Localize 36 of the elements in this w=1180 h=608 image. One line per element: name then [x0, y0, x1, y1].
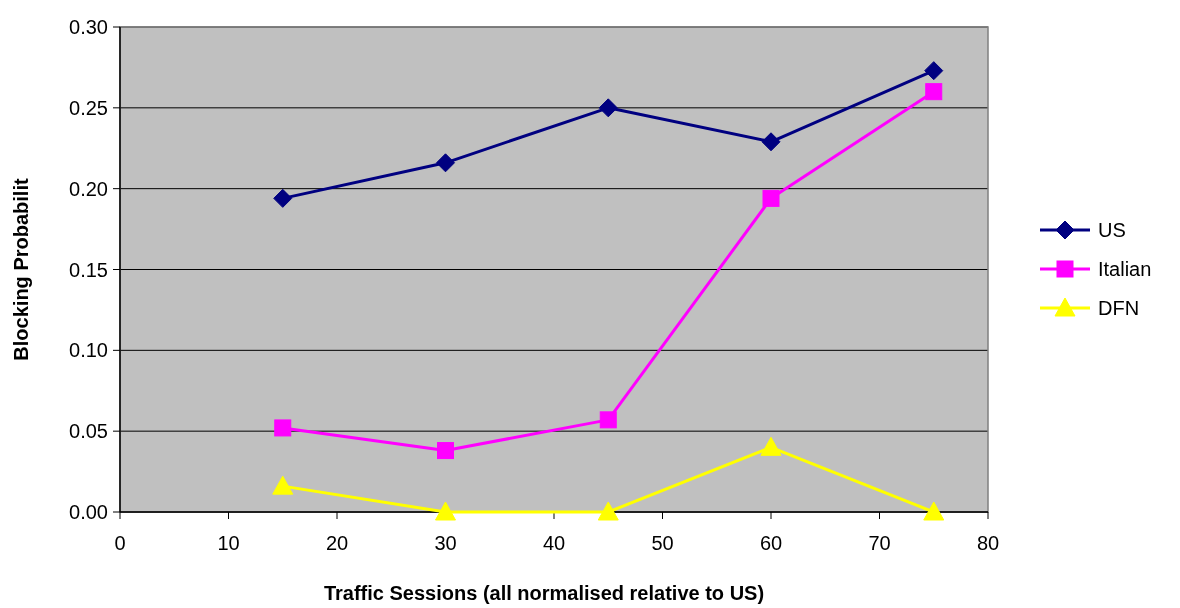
y-tick-label: 0.30 [69, 16, 108, 38]
legend-label: DFN [1098, 297, 1140, 319]
x-tick-label: 40 [542, 532, 566, 554]
point [599, 411, 617, 429]
point [760, 436, 782, 456]
x-tick-label: 80 [976, 532, 1000, 554]
x-tick-label: 20 [325, 532, 349, 554]
point [437, 442, 454, 460]
point [597, 501, 619, 521]
point [924, 61, 944, 81]
point [273, 188, 293, 208]
point [925, 83, 943, 101]
x-tick-label: 50 [651, 532, 674, 554]
x-tick-label: 10 [217, 532, 240, 554]
x-tick-label: 30 [434, 532, 457, 554]
y-tick-label: 0.25 [69, 96, 108, 119]
point [436, 153, 455, 173]
point [274, 419, 292, 437]
point [272, 475, 294, 495]
point [762, 189, 780, 207]
x-tick-label: 0 [114, 532, 126, 554]
y-tick-label: 0.00 [69, 501, 108, 523]
legend-label: Italian [1098, 258, 1152, 280]
y-tick-label: 0.05 [69, 420, 108, 443]
point [923, 501, 945, 521]
x-axis-title: Traffic Sessions (all normalised relative to US) [323, 582, 765, 604]
point [598, 98, 618, 118]
y-tick-label: 0.10 [69, 339, 108, 362]
y-tick-label: 0.15 [69, 258, 108, 281]
legend-label: US [1098, 219, 1126, 241]
y-tick-label: 0.20 [69, 177, 108, 200]
x-tick-label: 60 [759, 532, 783, 554]
y-axis-title: Blocking Probabilit [10, 178, 32, 361]
point [761, 132, 781, 152]
point [435, 501, 456, 521]
x-tick-label: 70 [868, 532, 891, 554]
